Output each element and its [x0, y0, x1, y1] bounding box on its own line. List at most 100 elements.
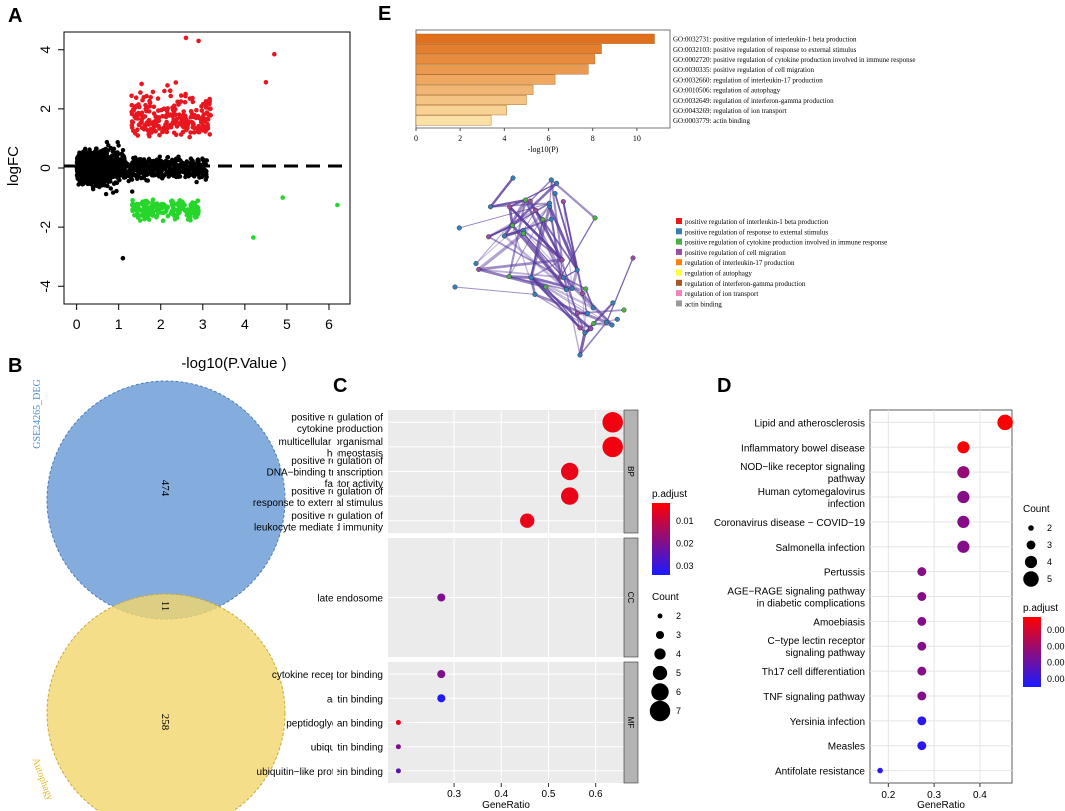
kegg-count-dot: [1028, 525, 1034, 531]
kegg-term-label: Antifolate resistance: [775, 767, 865, 778]
network-legend-swatch: [676, 259, 682, 266]
volcano-point-up: [200, 122, 206, 128]
volcano-point-down: [169, 208, 175, 214]
network-node: [591, 321, 597, 327]
network-node: [552, 191, 558, 197]
volcano-point-up: [191, 130, 197, 135]
volcano-point: [194, 179, 199, 185]
volcano-point: [195, 157, 201, 162]
volcano-point-up: [162, 88, 167, 94]
panel-label-c: C: [333, 375, 347, 397]
enrichment-bar: [415, 94, 527, 105]
network-node: [577, 325, 583, 331]
volcano-point: [129, 169, 134, 174]
volcano-point-down: [163, 209, 168, 215]
volcano-point-up: [178, 99, 184, 104]
go-facet-strip: [623, 537, 639, 658]
volcano-point-down: [175, 211, 180, 217]
kegg-term-label: Human cytomegalovirus: [758, 487, 865, 498]
volcano-point-up: [150, 89, 156, 95]
volcano-point: [165, 155, 171, 160]
enrichment-bar: [415, 115, 492, 126]
network-edge: [509, 182, 557, 208]
volcano-point-up: [129, 111, 135, 117]
volcano-x-tick-label: 5: [283, 316, 291, 332]
volcano-point-up: [131, 108, 136, 113]
network-node: [509, 222, 515, 228]
volcano-point: [91, 187, 96, 192]
go-x-tick-label: 0.4: [494, 789, 508, 800]
kegg-x-tick-label: 0.3: [927, 790, 941, 801]
volcano-point: [148, 159, 154, 164]
volcano-point-up: [138, 112, 143, 117]
volcano-point-up: [182, 99, 188, 105]
volcano-point: [115, 150, 120, 155]
volcano-point: [126, 178, 131, 184]
enrichment-bar-ticks: 0 2 4 6 8 10: [414, 128, 641, 143]
network-edge: [535, 202, 550, 212]
enrichment-bar-x-label: -log10(P): [528, 145, 559, 154]
go-dot: [395, 768, 401, 774]
volcano-point-ns: [120, 255, 126, 261]
network-legend-label: regulation of autophagy: [685, 270, 752, 278]
enrichment-bar: [415, 54, 596, 65]
volcano-point: [97, 180, 103, 186]
volcano-point-up: [188, 130, 193, 135]
kegg-term-label: in diabetic complications: [757, 599, 865, 610]
network-edge: [563, 276, 587, 290]
volcano-point-up: [157, 126, 162, 131]
volcano-point-up: [161, 125, 166, 131]
network-edge: [566, 287, 586, 291]
go-facet-label: CC: [626, 592, 635, 604]
network-node: [559, 257, 565, 263]
volcano-point-up: [171, 117, 176, 122]
network-node: [456, 225, 462, 231]
volcano-point: [146, 171, 152, 176]
network-edge: [523, 210, 537, 231]
network-edge: [530, 276, 594, 309]
go-term-label: factor activity: [325, 479, 383, 490]
network-edge: [545, 286, 588, 315]
go-count-dot: [655, 630, 665, 640]
volcano-point: [99, 167, 105, 172]
volcano-point-up: [207, 96, 212, 102]
network-edge: [584, 288, 587, 334]
volcano-point: [108, 186, 114, 191]
volcano-y-tick-label: 0: [37, 164, 53, 172]
volcano-point: [164, 170, 169, 176]
volcano-point: [158, 160, 164, 165]
volcano-point: [157, 169, 163, 174]
volcano-point-down: [188, 214, 193, 219]
volcano-y-tick-label: -4: [37, 280, 53, 293]
volcano-point-down: [171, 213, 177, 218]
go-count-title: Count: [652, 592, 679, 603]
go-term-label: positive regulation of: [291, 456, 383, 467]
volcano-point: [112, 168, 117, 173]
network-edge: [524, 199, 562, 278]
volcano-point: [87, 160, 92, 165]
go-padj-bar: [652, 503, 670, 575]
kegg-count-dot: [1024, 555, 1038, 569]
kegg-count-label: 4: [1047, 557, 1052, 567]
volcano-point-up: [153, 114, 158, 120]
volcano-point-up: [129, 119, 135, 124]
kegg-dot: [917, 741, 927, 751]
volcano-point-up: [163, 114, 169, 120]
network-legend-swatch: [676, 228, 682, 235]
volcano-point-up: [196, 123, 201, 129]
network-node: [501, 233, 507, 239]
kegg-term-label: NOD−like receptor signaling: [740, 462, 865, 473]
network-node: [588, 326, 594, 332]
kegg-dot: [917, 691, 927, 701]
network-edge: [508, 206, 514, 226]
volcano-y-label: logFC: [5, 146, 22, 186]
volcano-point-down: [142, 208, 147, 213]
kegg-dot: [917, 641, 927, 651]
enrichment-bar-tick-label: 10: [633, 134, 641, 143]
kegg-padj-tick: 0.004: [1047, 674, 1065, 684]
volcano-point-down: [135, 212, 141, 217]
go-x-tick-label: 0.3: [447, 789, 461, 800]
network-node: [580, 290, 586, 296]
network-node: [476, 266, 482, 272]
volcano-point: [114, 188, 119, 194]
